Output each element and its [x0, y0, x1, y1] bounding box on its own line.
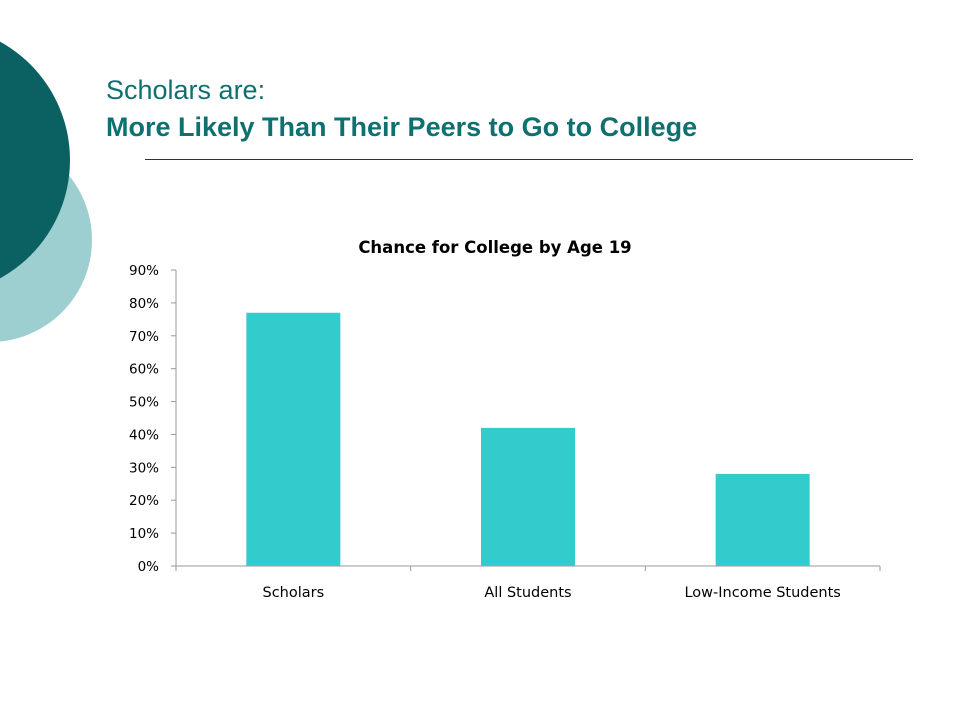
y-tick-label: 20%: [129, 493, 159, 509]
bar: [715, 473, 810, 566]
title-divider: [145, 159, 913, 160]
bar: [246, 312, 341, 566]
y-tick-label: 40%: [129, 427, 159, 443]
y-tick-label: 60%: [129, 362, 159, 378]
chart-title: Chance for College by Age 19: [358, 238, 631, 257]
x-category-label: All Students: [484, 585, 571, 601]
y-tick-label: 0%: [138, 559, 160, 575]
x-category-label: Scholars: [262, 585, 324, 601]
y-tick-label: 10%: [129, 526, 159, 542]
y-tick-label: 80%: [129, 296, 159, 312]
slide-title-line1: Scholars are:: [106, 75, 266, 105]
bar-chart: Chance for College by Age 19 0% 10% 20% 30%…: [129, 238, 881, 601]
plot-area: 0% 10% 20% 30% 40% 50% 60% 70% 80% 90% Scholars All…: [129, 263, 881, 601]
y-tick-label: 50%: [129, 395, 159, 411]
y-tick-label: 90%: [129, 263, 159, 279]
decorative-circle-dark: [0, 41, 70, 279]
y-tick-label: 30%: [129, 460, 159, 476]
bar: [481, 427, 575, 566]
x-category-label: Low-Income Students: [684, 585, 840, 601]
slide-title-line2: More Likely Than Their Peers to Go to Co…: [106, 112, 698, 142]
slide-title: Scholars are: More Likely Than Their Pee…: [106, 72, 926, 146]
decorative-circles: [0, 41, 92, 342]
y-tick-label: 70%: [129, 329, 159, 345]
